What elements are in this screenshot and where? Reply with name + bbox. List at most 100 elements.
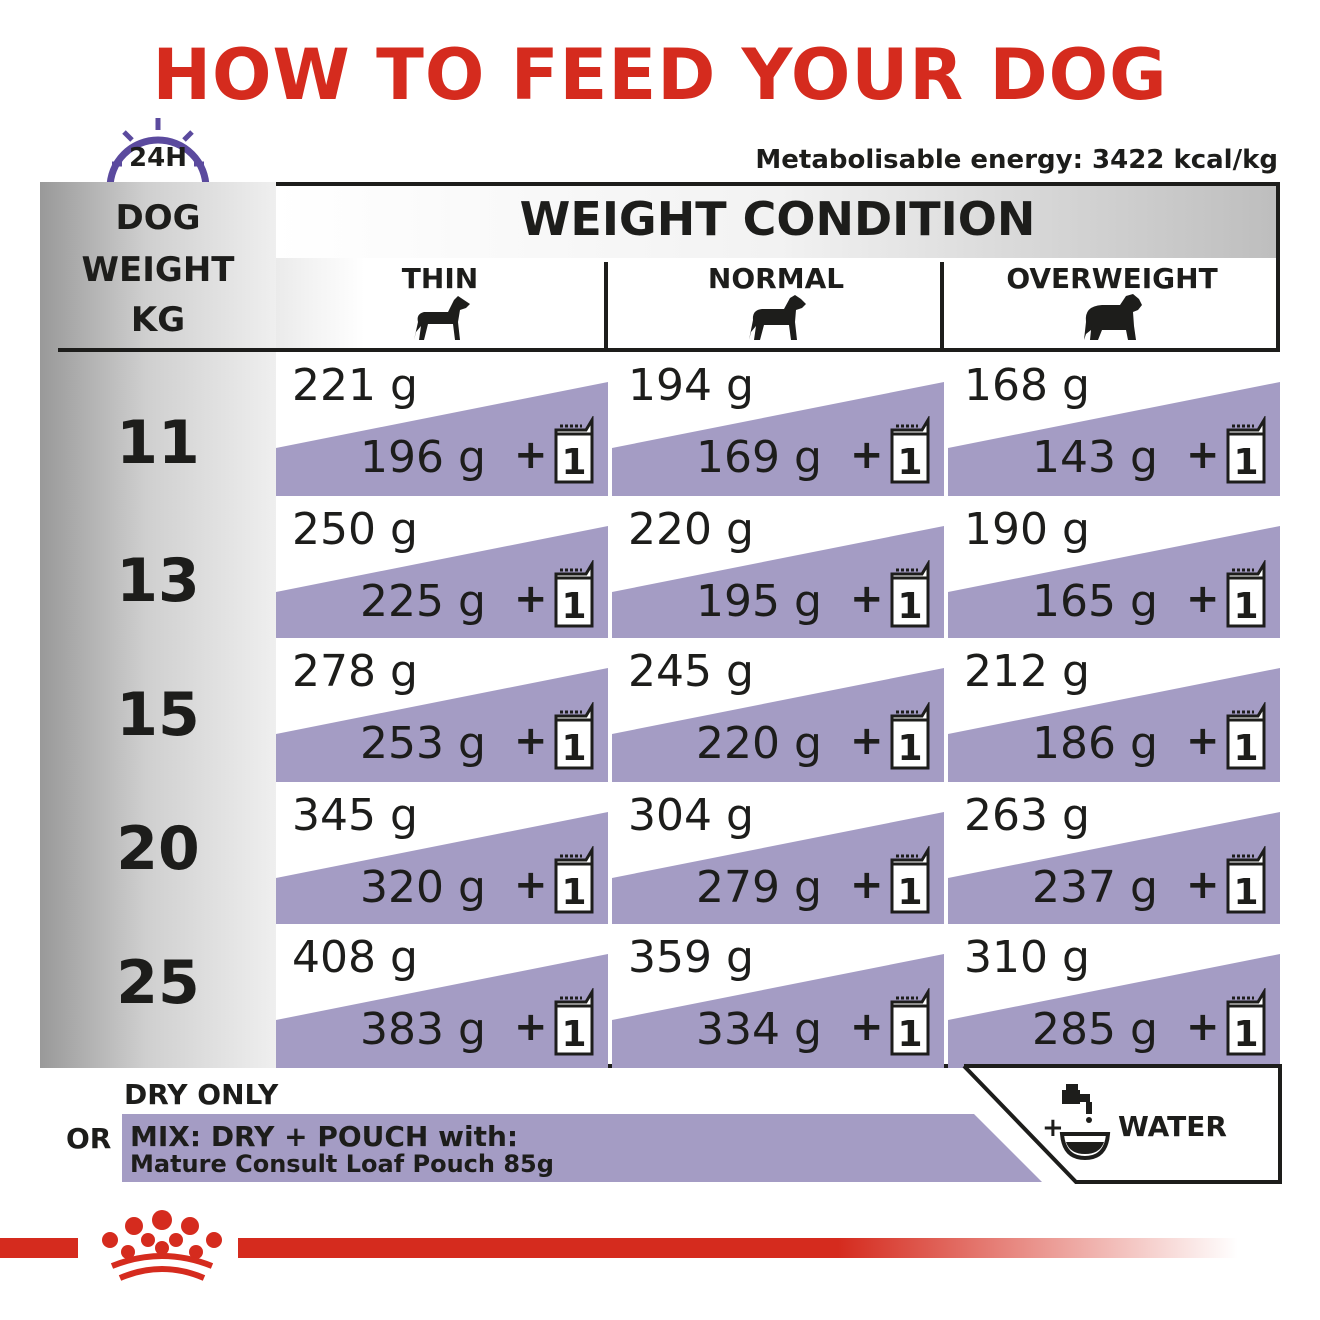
pouch-icon: 1 (890, 846, 930, 914)
metabolisable-energy: Metabolisable energy: 3422 kcal/kg (755, 145, 1278, 175)
clock-label: 24H (129, 143, 187, 173)
dry-amount: 310 g (964, 932, 1090, 983)
mix-band (948, 382, 1280, 496)
dry-amount: 194 g (628, 360, 754, 411)
plus-sign: + (514, 862, 548, 908)
pouch-count: 1 (897, 872, 922, 913)
plus-sign: + (850, 1004, 884, 1050)
thin-dog-icon (272, 292, 608, 346)
legend-mix-band (122, 1114, 1042, 1182)
pouch-count: 1 (1233, 586, 1258, 627)
cell-20-normal: 304 g 279 g +1 (612, 782, 944, 926)
mix-amount: 165 g (1032, 576, 1158, 627)
page-title: HOW TO FEED YOUR DOG (152, 34, 1168, 116)
dry-amount: 278 g (292, 646, 418, 697)
mix-band (612, 382, 944, 496)
dog-weight-header-line1: DOG (115, 198, 201, 238)
water-plus: + (1042, 1113, 1064, 1143)
mix-amount: 253 g (360, 718, 486, 769)
mix-amount: 320 g (360, 862, 486, 913)
water-box: + (962, 1064, 1282, 1184)
plus-sign: + (850, 576, 884, 622)
plus-sign: + (1186, 1004, 1220, 1050)
mix-amount: 285 g (1032, 1004, 1158, 1055)
cell-25-overweight: 310 g 285 g +1 (948, 924, 1280, 1068)
pouch-icon: 1 (554, 846, 594, 914)
cell-11-thin: 221 g 196 g +1 (276, 352, 608, 496)
pouch-count: 1 (561, 728, 586, 769)
cell-13-overweight: 190 g 165 g +1 (948, 496, 1280, 640)
dry-amount: 220 g (628, 504, 754, 555)
mix-amount: 195 g (696, 576, 822, 627)
pouch-icon: 1 (890, 416, 930, 484)
mix-band (948, 526, 1280, 640)
mix-band (612, 954, 944, 1068)
mix-band (948, 812, 1280, 926)
pouch-icon: 1 (890, 560, 930, 628)
dry-amount: 345 g (292, 790, 418, 841)
dry-amount: 359 g (628, 932, 754, 983)
mix-band (612, 812, 944, 926)
cell-25-thin: 408 g 383 g +1 (276, 924, 608, 1068)
mix-amount: 196 g (360, 432, 486, 483)
pouch-count: 1 (1233, 872, 1258, 913)
normal-dog-icon (608, 292, 944, 346)
pouch-icon: 1 (890, 988, 930, 1056)
cell-20-thin: 345 g 320 g +1 (276, 782, 608, 926)
legend-water: WATER (1118, 1110, 1227, 1143)
plus-sign: + (1186, 862, 1220, 908)
mix-amount: 279 g (696, 862, 822, 913)
mix-amount: 383 g (360, 1004, 486, 1055)
pouch-icon: 1 (554, 560, 594, 628)
row-weight-20: 20 (116, 814, 200, 884)
pouch-count: 1 (897, 728, 922, 769)
row-weight-11: 11 (116, 408, 200, 478)
mix-amount: 334 g (696, 1004, 822, 1055)
cell-15-overweight: 212 g 186 g +1 (948, 638, 1280, 782)
brand-bar-right (238, 1238, 1238, 1258)
dry-amount: 263 g (964, 790, 1090, 841)
overweight-dog-icon (944, 292, 1280, 346)
dry-amount: 221 g (292, 360, 418, 411)
mix-amount: 225 g (360, 576, 486, 627)
row-weight-15: 15 (116, 680, 200, 750)
pouch-icon: 1 (1226, 560, 1266, 628)
pouch-count: 1 (561, 1014, 586, 1055)
pouch-icon: 1 (1226, 846, 1266, 914)
pouch-count: 1 (897, 1014, 922, 1055)
pouch-count: 1 (561, 872, 586, 913)
plus-sign: + (850, 718, 884, 764)
mix-band (948, 668, 1280, 782)
plus-sign: + (850, 862, 884, 908)
pouch-icon: 1 (890, 702, 930, 770)
mix-amount: 143 g (1032, 432, 1158, 483)
dry-amount: 408 g (292, 932, 418, 983)
cell-15-thin: 278 g 253 g +1 (276, 638, 608, 782)
pouch-count: 1 (1233, 1014, 1258, 1055)
mix-band (948, 954, 1280, 1068)
pouch-count: 1 (897, 586, 922, 627)
column-header-overweight: OVERWEIGHT (1006, 262, 1218, 295)
dog-weight-column (40, 182, 276, 1068)
cell-25-normal: 359 g 334 g +1 (612, 924, 944, 1068)
column-header-normal: NORMAL (707, 262, 845, 295)
legend-dry-only: DRY ONLY (124, 1078, 279, 1111)
legend-or: OR (66, 1122, 112, 1155)
pouch-icon: 1 (554, 416, 594, 484)
clock-icon (106, 118, 210, 189)
cell-20-overweight: 263 g 237 g +1 (948, 782, 1280, 926)
plus-sign: + (514, 576, 548, 622)
mix-band (276, 954, 608, 1068)
weight-condition-band (274, 186, 1276, 258)
plus-sign: + (514, 718, 548, 764)
cell-13-thin: 250 g 225 g +1 (276, 496, 608, 640)
column-header-thin: THIN (401, 262, 479, 295)
weight-condition-title: WEIGHT CONDITION (519, 192, 1036, 246)
pouch-icon: 1 (554, 988, 594, 1056)
cell-11-normal: 194 g 169 g +1 (612, 352, 944, 496)
cell-13-normal: 220 g 195 g +1 (612, 496, 944, 640)
brand-bar-left (0, 1238, 78, 1258)
pouch-icon: 1 (1226, 988, 1266, 1056)
tap-bowl-icon (1059, 1084, 1111, 1161)
pouch-count: 1 (1233, 728, 1258, 769)
